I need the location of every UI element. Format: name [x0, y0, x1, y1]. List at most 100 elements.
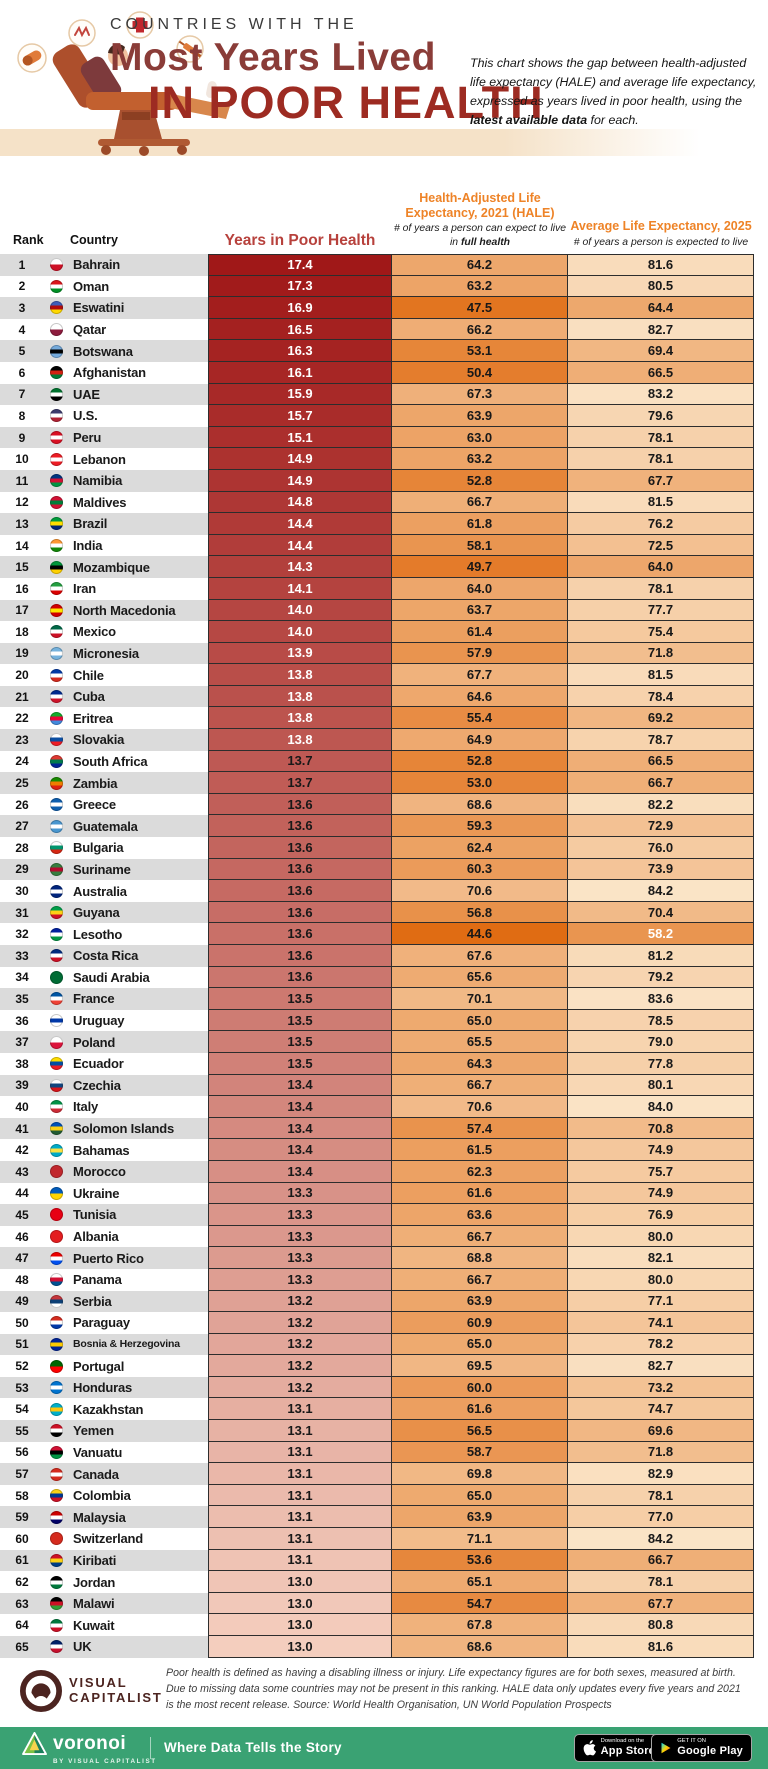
hale-cell: 60.9 [392, 1312, 568, 1334]
google-play-badge-top: GET IT ON [677, 1738, 706, 1745]
rank-value: 35 [15, 991, 29, 1006]
country-flag-icon [49, 1445, 63, 1459]
avg-life-expectancy-cell: 84.0 [568, 1096, 754, 1118]
country-flag-icon [49, 862, 63, 876]
hale-cell: 55.4 [392, 707, 568, 730]
hale-cell: 56.5 [392, 1420, 568, 1442]
hale-cell: 56.8 [392, 901, 568, 924]
rank-value: 55 [15, 1423, 29, 1438]
country-name: Mexico [73, 624, 116, 640]
country-name: Afghanistan [73, 365, 146, 381]
hale-cell: 57.4 [392, 1117, 568, 1140]
country-name: Slovakia [73, 732, 125, 748]
avg-life-expectancy-cell: 81.5 [568, 491, 754, 514]
rank-value: 42 [15, 1143, 29, 1158]
rank-value: 53 [15, 1380, 29, 1395]
rank-value: 50 [15, 1315, 29, 1330]
years-in-poor-health-cell: 13.6 [208, 815, 392, 838]
avg-life-expectancy-cell: 81.2 [568, 945, 754, 967]
country-flag-icon [49, 539, 63, 553]
brand-line1: VISUAL [69, 1675, 128, 1691]
years-in-poor-health-cell: 13.6 [208, 901, 392, 924]
country-flag-icon [49, 323, 63, 337]
rank-value: 7 [18, 387, 26, 402]
rank-value: 32 [15, 927, 29, 942]
hale-cell: 68.6 [392, 1636, 568, 1658]
avg-life-expectancy-cell: 81.6 [568, 1636, 754, 1658]
table-row: 14 India 14.4 58.1 72.5 [0, 534, 768, 557]
hale-cell: 47.5 [392, 297, 568, 319]
hale-cell: 60.0 [392, 1376, 568, 1399]
rank-value: 57 [15, 1467, 29, 1482]
rank-value: 17 [15, 603, 29, 618]
hale-cell: 61.6 [392, 1182, 568, 1205]
years-in-poor-health-cell: 14.9 [208, 469, 392, 492]
rank-value: 19 [15, 646, 29, 661]
rank-value: 60 [15, 1531, 29, 1546]
hale-subtitle-bold: full health [460, 236, 511, 248]
table-row: 23 Slovakia 13.8 64.9 78.7 [0, 729, 768, 751]
country-flag-icon [49, 668, 63, 682]
rank-value: 27 [15, 819, 29, 834]
footer-tagline: Where Data Tells the Story [164, 1740, 342, 1755]
avg-life-expectancy-cell: 75.4 [568, 621, 754, 643]
years-in-poor-health-cell: 13.6 [208, 966, 392, 989]
hale-cell: 53.0 [392, 772, 568, 794]
hale-cell: 62.4 [392, 837, 568, 859]
years-in-poor-health-cell: 13.6 [208, 858, 392, 881]
table-row: 48 Panama 13.3 66.7 80.0 [0, 1268, 768, 1291]
years-in-poor-health-cell: 13.6 [208, 793, 392, 816]
rank-value: 28 [15, 840, 29, 855]
rank-value: 9 [18, 430, 26, 445]
country-name: Mozambique [73, 559, 150, 575]
rank-value: 2 [18, 279, 26, 294]
country-name: Brazil [73, 516, 108, 532]
years-in-poor-health-cell: 16.5 [208, 318, 392, 341]
table-row: 63 Malawi 13.0 54.7 67.7 [0, 1592, 768, 1615]
table-row: 18 Mexico 14.0 61.4 75.4 [0, 621, 768, 643]
table-row: 21 Cuba 13.8 64.6 78.4 [0, 685, 768, 708]
country-flag-icon [49, 1381, 63, 1395]
country-name: Eritrea [73, 710, 113, 726]
years-in-poor-health-cell: 13.1 [208, 1506, 392, 1529]
avg-life-expectancy-cell: 78.2 [568, 1333, 754, 1356]
avg-life-expectancy-cell: 84.2 [568, 880, 754, 902]
google-play-badge: GET IT ON Google Play [651, 1734, 752, 1762]
hale-cell: 66.7 [392, 1268, 568, 1291]
title-block: COUNTRIES WITH THE Most Years Lived IN P… [110, 16, 544, 125]
hale-cell: 59.3 [392, 815, 568, 838]
country-flag-icon [49, 495, 63, 509]
country-flag-icon [49, 603, 63, 617]
rank-value: 24 [15, 754, 29, 769]
country-flag-icon [49, 754, 63, 768]
years-in-poor-health-cell: 14.8 [208, 491, 392, 514]
hale-cell: 52.8 [392, 750, 568, 773]
country-flag-icon [49, 1014, 63, 1028]
country-flag-icon [49, 1057, 63, 1071]
country-flag-icon [49, 1467, 63, 1481]
hale-cell: 67.3 [392, 383, 568, 406]
table-row: 12 Maldives 14.8 66.7 81.5 [0, 491, 768, 514]
years-in-poor-health-cell: 13.3 [208, 1204, 392, 1226]
visual-capitalist-logo: VISUAL CAPITALIST [20, 1670, 163, 1712]
hale-cell: 62.3 [392, 1160, 568, 1183]
avg-life-expectancy-cell: 58.2 [568, 923, 754, 945]
country-flag-icon [49, 582, 63, 596]
country-flag-icon [49, 819, 63, 833]
country-flag-icon [49, 1251, 63, 1265]
table-row: 26 Greece 13.6 68.6 82.2 [0, 793, 768, 816]
rank-value: 12 [15, 495, 29, 510]
avg-life-expectancy-cell: 76.2 [568, 513, 754, 535]
years-in-poor-health-cell: 13.3 [208, 1247, 392, 1269]
years-in-poor-health-cell: 16.3 [208, 340, 392, 362]
table-row: 8 U.S. 15.7 63.9 79.6 [0, 405, 768, 427]
country-name: UAE [73, 386, 100, 402]
country-flag-icon [49, 1532, 63, 1546]
rank-value: 6 [18, 365, 26, 380]
rank-value: 63 [15, 1596, 29, 1611]
country-flag-icon [49, 1273, 63, 1287]
hale-title: Health-Adjusted Life Expectancy, 2021 (H… [405, 190, 555, 220]
table-row: 39 Czechia 13.4 66.7 80.1 [0, 1074, 768, 1097]
years-in-poor-health-cell: 14.1 [208, 577, 392, 600]
apple-icon [583, 1740, 596, 1756]
